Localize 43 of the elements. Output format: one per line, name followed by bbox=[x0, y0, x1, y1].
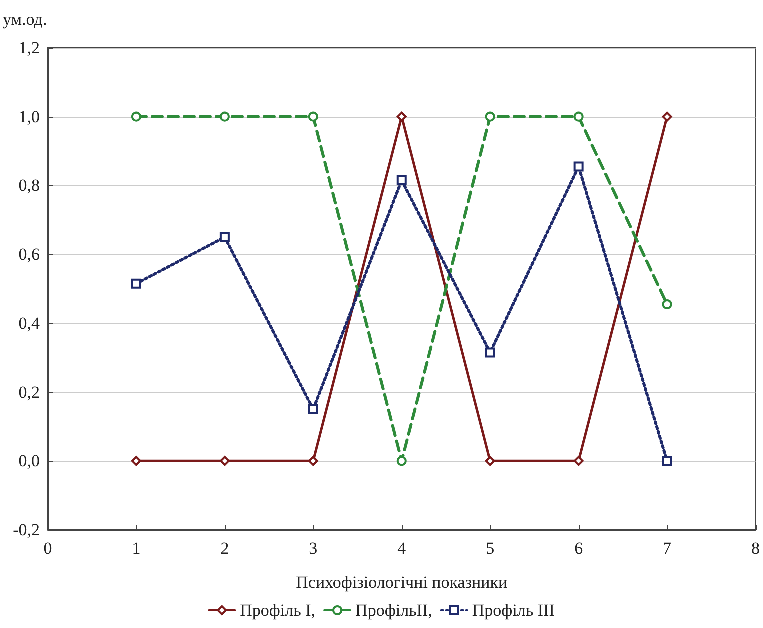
point bbox=[131, 278, 142, 289]
x-tick-label: 7 bbox=[663, 539, 672, 558]
legend-label: ПрофільII, bbox=[356, 601, 432, 620]
point bbox=[662, 299, 672, 310]
point bbox=[308, 112, 318, 122]
y-tick-label: 0,0 bbox=[18, 452, 40, 471]
point bbox=[220, 112, 230, 122]
point bbox=[574, 456, 584, 466]
point bbox=[396, 176, 407, 186]
point bbox=[220, 456, 230, 466]
x-tick-label: 1 bbox=[132, 539, 141, 558]
x-axis-title: Психофізіологічні показники bbox=[296, 573, 508, 592]
y-tick-label: 0,2 bbox=[18, 382, 40, 402]
point bbox=[308, 456, 318, 466]
legend-label: Профіль III bbox=[472, 601, 556, 620]
legend-label: Профіль I, bbox=[240, 601, 316, 620]
point bbox=[308, 404, 318, 414]
point bbox=[396, 456, 407, 466]
y-axis-title: ум.од. bbox=[3, 10, 48, 29]
point bbox=[485, 456, 496, 466]
y-tick-label: 1,2 bbox=[18, 38, 40, 58]
point bbox=[662, 112, 672, 122]
point bbox=[662, 456, 672, 466]
x-tick-label: 6 bbox=[574, 539, 584, 558]
x-tick-label: 2 bbox=[220, 539, 230, 558]
x-tick-label: 3 bbox=[309, 539, 318, 558]
point bbox=[574, 112, 584, 122]
point bbox=[485, 112, 496, 122]
point bbox=[220, 232, 230, 242]
y-tick-label: 0,6 bbox=[18, 245, 40, 264]
point bbox=[485, 348, 496, 358]
y-tick-label: 1,0 bbox=[18, 107, 40, 126]
point bbox=[396, 112, 407, 122]
x-tick-label: 4 bbox=[398, 539, 407, 558]
point bbox=[131, 112, 142, 122]
y-tick-label: 0,8 bbox=[18, 176, 40, 196]
x-tick-label: 8 bbox=[752, 539, 760, 558]
point bbox=[131, 456, 142, 466]
y-tick-label: -0,2 bbox=[13, 520, 40, 540]
y-tick-label: 0,4 bbox=[18, 314, 40, 333]
x-tick-label: 5 bbox=[486, 539, 495, 558]
point bbox=[574, 162, 584, 172]
x-tick-label: 0 bbox=[44, 539, 52, 558]
